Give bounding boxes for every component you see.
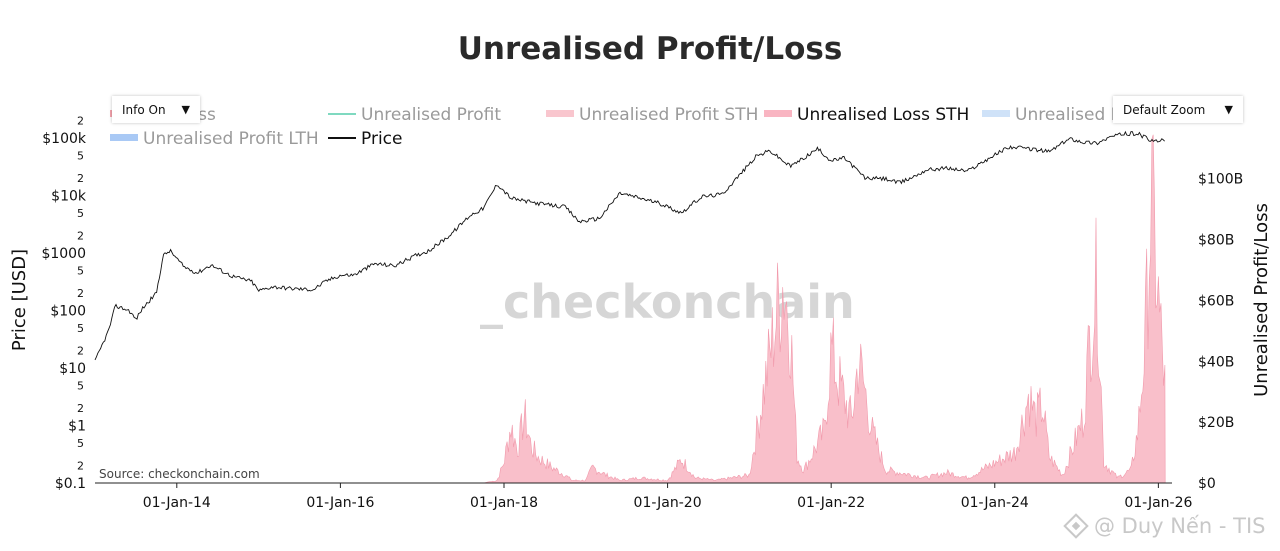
chart-title: Unrealised Profit/Loss bbox=[458, 31, 843, 67]
y-left-axis-title: Price [USD] bbox=[9, 249, 30, 351]
legend-label: Price bbox=[361, 129, 402, 149]
y-axis-right: $0 $20B $40B $60B $80B $100B bbox=[1198, 172, 1243, 492]
legend-label: Unrealised Profit LTH bbox=[143, 129, 319, 149]
y-left-tick-label: $0.1 bbox=[55, 476, 86, 492]
y-left-minor-label: 2 bbox=[77, 115, 84, 128]
y-right-axis-title: Unrealised Profit/Loss bbox=[1251, 203, 1272, 397]
info-toggle-label: Info On bbox=[122, 102, 166, 117]
legend-item[interactable]: Unrealised Loss STH bbox=[764, 105, 969, 125]
y-right-tick-label: $0 bbox=[1198, 476, 1216, 492]
legend-item[interactable]: Unrealised Profit LTH bbox=[110, 129, 319, 149]
legend-swatch bbox=[982, 110, 1010, 117]
y-left-minor-label: 5 bbox=[77, 264, 84, 277]
source-note: Source: checkonchain.com bbox=[99, 467, 260, 481]
y-left-tick-label: $1 bbox=[68, 419, 86, 435]
zoom-select-label: Default Zoom bbox=[1123, 102, 1206, 117]
y-right-tick-label: $100B bbox=[1198, 172, 1243, 188]
y-right-tick-label: $20B bbox=[1198, 415, 1234, 431]
y-axis-left: $0.1 2 5 $1 2 5 $10 2 5 $100 2 5 $1000 2 5 $10k 2 5 $100k 2 bbox=[41, 115, 86, 492]
legend-label: Unrealised L bbox=[1015, 105, 1121, 125]
x-tick-label: 01-Jan-22 bbox=[797, 495, 865, 511]
price-line-layer bbox=[94, 130, 1165, 361]
legend-label: Unrealised Profit STH bbox=[579, 105, 758, 125]
legend-item[interactable]: Unrealised L bbox=[982, 105, 1121, 125]
y-left-minor-label: 5 bbox=[77, 322, 84, 335]
credit-watermark: @ Duy Nến - TIS bbox=[1063, 513, 1265, 539]
y-left-minor-label: 5 bbox=[77, 379, 84, 392]
x-tick-label: 01-Jan-20 bbox=[634, 495, 702, 511]
legend-label: Unrealised Profit bbox=[361, 105, 501, 125]
y-right-tick-label: $40B bbox=[1198, 354, 1234, 370]
legend-item[interactable]: Price bbox=[328, 129, 402, 149]
watermark: _checkonchain bbox=[480, 275, 855, 329]
y-left-minor-label: 2 bbox=[77, 287, 84, 300]
series-price bbox=[94, 130, 1165, 361]
y-left-tick-label: $100 bbox=[50, 304, 86, 320]
legend-swatch bbox=[110, 134, 138, 141]
chevron-down-icon: ▼ bbox=[181, 103, 190, 116]
y-left-minor-label: 5 bbox=[77, 149, 84, 162]
y-right-tick-label: $80B bbox=[1198, 233, 1234, 249]
y-left-minor-label: 2 bbox=[77, 402, 84, 415]
x-tick-label: 01-Jan-14 bbox=[143, 495, 211, 511]
y-left-minor-label: 2 bbox=[77, 230, 84, 243]
x-tick-label: 01-Jan-18 bbox=[470, 495, 538, 511]
x-tick-label: 01-Jan-24 bbox=[961, 495, 1029, 511]
y-left-minor-label: 2 bbox=[77, 460, 84, 473]
legend-swatch bbox=[546, 110, 574, 117]
y-left-tick-label: $10k bbox=[51, 189, 87, 205]
legend-item[interactable]: Unrealised Profit bbox=[328, 105, 501, 125]
legend-label: Unrealised Loss STH bbox=[797, 105, 969, 125]
chevron-down-icon: ▼ bbox=[1224, 103, 1233, 116]
info-toggle-button[interactable]: Info On ▼ bbox=[112, 96, 200, 123]
y-left-minor-label: 2 bbox=[77, 172, 84, 185]
y-right-tick-label: $60B bbox=[1198, 293, 1234, 309]
y-left-minor-label: 5 bbox=[77, 437, 84, 450]
x-tick-label: 01-Jan-26 bbox=[1124, 495, 1192, 511]
zoom-select-button[interactable]: Default Zoom ▼ bbox=[1113, 96, 1243, 123]
legend-swatch bbox=[764, 110, 792, 117]
x-axis: 01-Jan-14 01-Jan-16 01-Jan-18 01-Jan-20 01-J… bbox=[143, 483, 1193, 511]
y-left-minor-label: 2 bbox=[77, 345, 84, 358]
credit-text: @ Duy Nến - TIS bbox=[1094, 514, 1265, 538]
y-left-minor-label: 5 bbox=[77, 207, 84, 220]
x-tick-label: 01-Jan-16 bbox=[306, 495, 374, 511]
legend-item[interactable]: Unrealised Profit STH bbox=[546, 105, 758, 125]
y-left-tick-label: $100k bbox=[42, 131, 87, 147]
credit-logo-icon bbox=[1063, 513, 1089, 539]
y-left-tick-label: $10 bbox=[59, 361, 86, 377]
y-left-tick-label: $1000 bbox=[41, 246, 86, 262]
